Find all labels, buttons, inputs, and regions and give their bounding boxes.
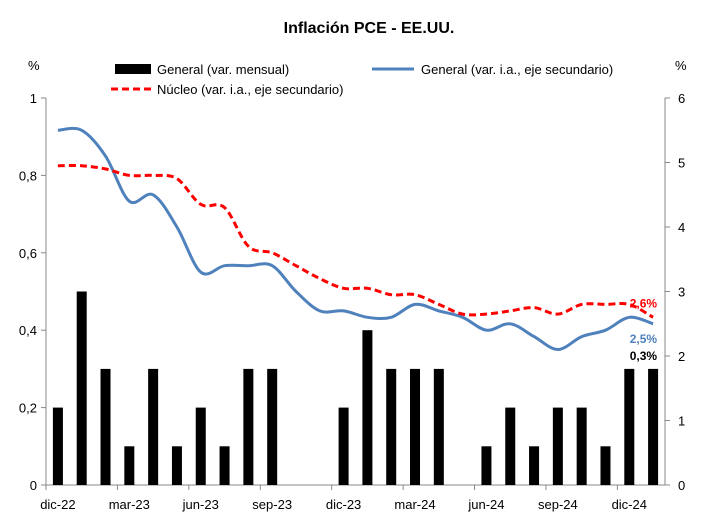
bar — [529, 446, 540, 485]
legend-label-nucleo-line: Núcleo (var. i.a., eje secundario) — [157, 82, 343, 97]
axes: 0 0,2 0,4 0,6 0,8 1 0 1 2 3 4 5 6 dic-22 mar-23 jun-23 s… — [19, 91, 685, 512]
legend-label-general-line: General (var. i.a., eje secundario) — [421, 62, 613, 77]
x-tick-label: jun-23 — [182, 497, 219, 512]
x-tick-label: sep-24 — [538, 497, 578, 512]
x-tick-label: mar-23 — [109, 497, 150, 512]
x-tick-label: dic-22 — [40, 497, 75, 512]
x-tick-label: sep-23 — [252, 497, 292, 512]
nucleo-last-value-label: 2,6% — [630, 296, 658, 310]
bar — [243, 368, 254, 485]
bar — [552, 407, 563, 485]
bar — [386, 368, 397, 485]
bar — [648, 368, 659, 485]
bar — [267, 368, 278, 485]
legend: General (var. mensual) General (var. i.a… — [111, 62, 613, 97]
right-tick-label: 1 — [678, 414, 685, 429]
bar — [76, 291, 87, 485]
left-tick-label: 0,8 — [19, 168, 37, 183]
right-tick-label: 5 — [678, 156, 685, 171]
x-tick-label: dic-24 — [612, 497, 647, 512]
right-tick-label: 2 — [678, 349, 685, 364]
data-labels: 2,6% 2,5% 0,3% — [630, 296, 658, 363]
left-unit-label: % — [28, 58, 40, 73]
bar — [481, 446, 492, 485]
bars-series — [52, 291, 659, 485]
general-mom-last-value-label: 0,3% — [630, 349, 658, 363]
bar — [505, 407, 516, 485]
bar — [624, 368, 635, 485]
bar — [600, 446, 611, 485]
right-tick-label: 6 — [678, 91, 685, 106]
bar — [433, 368, 444, 485]
legend-label-bar: General (var. mensual) — [157, 62, 289, 77]
bar — [52, 407, 63, 485]
left-tick-label: 0,6 — [19, 246, 37, 261]
bar — [338, 407, 349, 485]
right-tick-label: 3 — [678, 285, 685, 300]
chart-title: Inflación PCE - EE.UU. — [284, 20, 455, 37]
x-tick-label: mar-24 — [394, 497, 435, 512]
bar — [362, 330, 373, 485]
x-tick-label: jun-24 — [467, 497, 504, 512]
left-tick-label: 1 — [30, 91, 37, 106]
bar — [576, 407, 587, 485]
nucleo-yoy-line — [57, 163, 654, 319]
bar — [171, 446, 182, 485]
bar — [124, 446, 135, 485]
right-unit-label: % — [675, 58, 687, 73]
right-tick-label: 0 — [678, 478, 685, 493]
right-tick-label: 4 — [678, 220, 685, 235]
bar — [410, 368, 421, 485]
general-yoy-last-value-label: 2,5% — [630, 332, 658, 346]
left-tick-label: 0 — [30, 478, 37, 493]
line-series — [57, 126, 654, 352]
x-tick-label: dic-23 — [326, 497, 361, 512]
left-tick-label: 0,4 — [19, 323, 37, 338]
bar — [148, 368, 159, 485]
bar — [100, 368, 111, 485]
general-yoy-line — [57, 126, 654, 352]
bar — [195, 407, 206, 485]
bar — [219, 446, 230, 485]
legend-swatch-bar — [115, 64, 151, 74]
left-tick-label: 0,2 — [19, 401, 37, 416]
